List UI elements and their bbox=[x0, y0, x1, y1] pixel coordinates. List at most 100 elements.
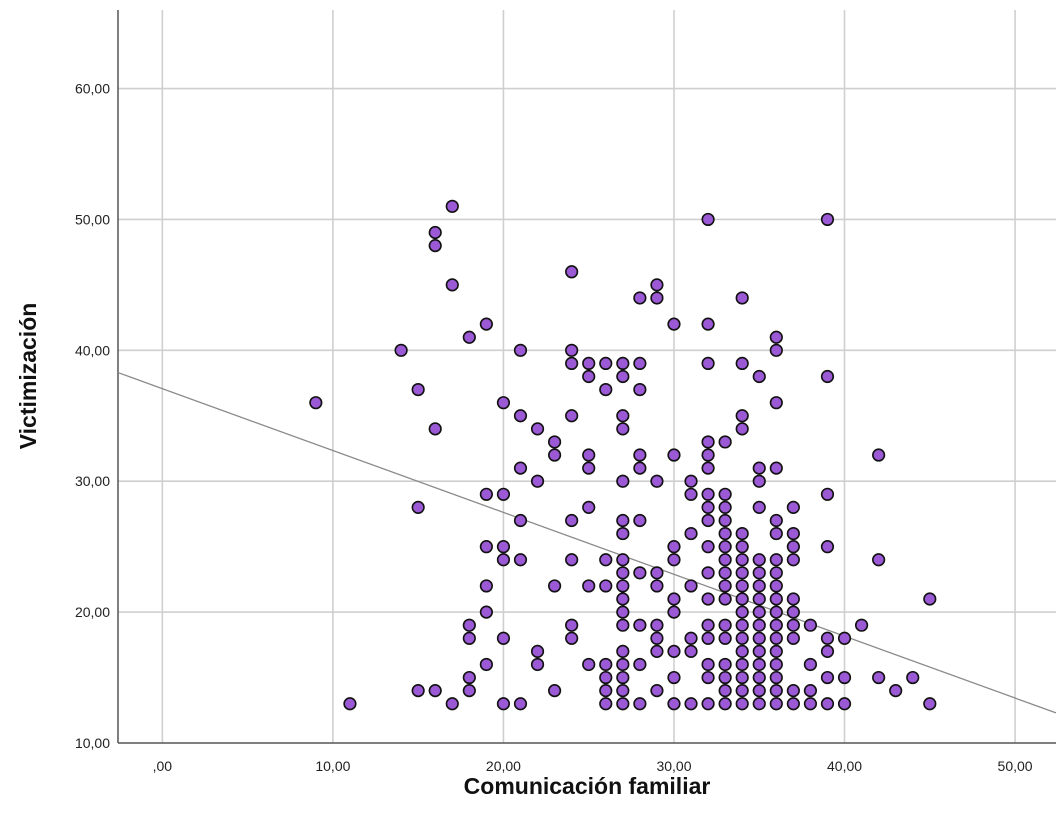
data-point bbox=[701, 540, 715, 554]
data-point bbox=[735, 540, 749, 554]
data-point bbox=[650, 684, 664, 698]
data-point bbox=[735, 579, 749, 593]
data-point bbox=[445, 278, 459, 292]
data-point bbox=[718, 513, 732, 528]
data-point bbox=[769, 605, 783, 619]
data-point bbox=[650, 291, 664, 305]
data-point bbox=[752, 553, 766, 567]
data-point bbox=[343, 697, 357, 711]
data-point bbox=[701, 670, 715, 685]
data-point bbox=[445, 697, 459, 711]
data-point bbox=[667, 448, 681, 462]
data-point bbox=[650, 618, 664, 632]
data-point bbox=[582, 356, 596, 371]
data-point bbox=[872, 670, 886, 685]
data-point bbox=[854, 618, 869, 632]
data-point bbox=[530, 422, 545, 436]
data-point bbox=[701, 500, 715, 514]
data-point bbox=[786, 540, 800, 554]
data-point bbox=[803, 657, 818, 672]
data-point bbox=[923, 697, 937, 711]
data-point bbox=[752, 618, 766, 632]
data-point bbox=[616, 422, 630, 436]
y-axis-title: Victimización bbox=[15, 303, 41, 450]
data-point bbox=[633, 448, 647, 462]
data-point bbox=[735, 618, 749, 632]
data-point bbox=[735, 657, 749, 672]
data-point bbox=[582, 657, 596, 672]
data-point bbox=[599, 670, 613, 685]
data-point bbox=[616, 526, 630, 541]
data-point bbox=[837, 697, 852, 711]
data-point bbox=[752, 605, 766, 619]
data-point bbox=[530, 657, 545, 672]
data-point bbox=[735, 684, 749, 698]
data-point bbox=[633, 697, 647, 711]
data-point bbox=[530, 644, 545, 658]
data-point bbox=[735, 670, 749, 685]
data-point bbox=[769, 657, 783, 672]
data-point bbox=[684, 526, 698, 541]
data-point bbox=[752, 697, 766, 711]
data-point bbox=[616, 670, 630, 685]
data-point bbox=[820, 212, 835, 227]
data-point bbox=[309, 396, 323, 410]
data-point bbox=[752, 657, 766, 672]
data-point bbox=[803, 618, 818, 632]
data-point bbox=[786, 526, 800, 541]
data-point bbox=[650, 644, 664, 658]
x-tick-label: 10,00 bbox=[315, 758, 350, 774]
data-point bbox=[701, 513, 715, 528]
data-point bbox=[701, 618, 715, 632]
data-point bbox=[616, 605, 630, 619]
data-point bbox=[718, 697, 732, 711]
data-point bbox=[684, 579, 698, 593]
data-point bbox=[496, 487, 511, 501]
y-tick-label: 40,00 bbox=[75, 342, 110, 358]
data-point bbox=[752, 566, 766, 580]
data-point bbox=[565, 343, 579, 357]
x-tick-label: 20,00 bbox=[486, 758, 521, 774]
data-point bbox=[718, 566, 732, 580]
data-point bbox=[479, 579, 493, 593]
data-point bbox=[684, 697, 698, 711]
data-point bbox=[428, 225, 442, 240]
data-point bbox=[752, 670, 766, 685]
data-point bbox=[582, 579, 596, 593]
data-point bbox=[650, 631, 664, 645]
data-point bbox=[889, 684, 903, 698]
data-point bbox=[411, 500, 425, 514]
data-point bbox=[718, 540, 732, 554]
data-point bbox=[701, 697, 715, 711]
data-point bbox=[616, 684, 630, 698]
data-point bbox=[735, 566, 749, 580]
data-point bbox=[786, 697, 800, 711]
data-point bbox=[769, 670, 783, 685]
data-point bbox=[496, 553, 511, 567]
data-point bbox=[650, 566, 664, 580]
y-tick-label: 20,00 bbox=[75, 604, 110, 620]
data-point bbox=[752, 592, 766, 606]
data-point bbox=[616, 356, 630, 371]
data-point bbox=[906, 670, 920, 685]
data-point bbox=[633, 657, 647, 672]
data-point bbox=[701, 317, 715, 331]
data-point bbox=[599, 382, 613, 397]
data-point bbox=[667, 670, 681, 685]
data-point bbox=[582, 448, 596, 462]
x-tick-label: 30,00 bbox=[656, 758, 691, 774]
data-point bbox=[616, 579, 630, 593]
data-point bbox=[667, 644, 681, 658]
data-point bbox=[462, 631, 476, 645]
data-point bbox=[633, 513, 647, 528]
data-point bbox=[701, 448, 715, 462]
data-point bbox=[735, 697, 749, 711]
data-point bbox=[786, 631, 800, 645]
data-point bbox=[769, 579, 783, 593]
data-point bbox=[701, 435, 715, 449]
y-tick-label: 50,00 bbox=[75, 211, 110, 227]
y-tick-label: 10,00 bbox=[75, 735, 110, 751]
data-point bbox=[769, 330, 783, 344]
data-point bbox=[428, 239, 442, 253]
